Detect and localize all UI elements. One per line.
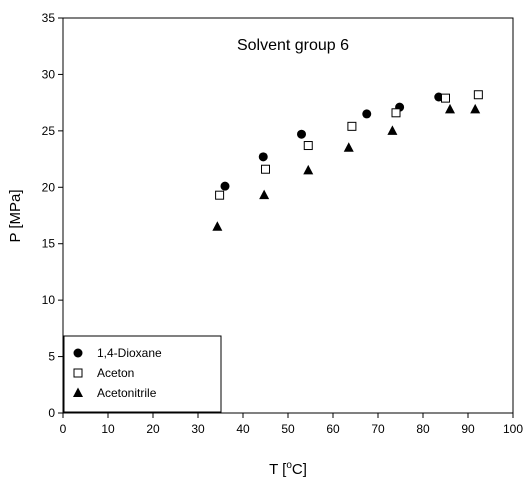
point-series1-6 bbox=[473, 90, 483, 100]
y-tick-label-10: 10 bbox=[42, 293, 56, 307]
x-axis-label: T [oC] bbox=[269, 460, 307, 478]
point-series2-3 bbox=[343, 142, 354, 152]
x-tick-label-100: 100 bbox=[503, 422, 523, 436]
x-tick-label-10: 10 bbox=[101, 422, 115, 436]
chart-title: Solvent group 6 bbox=[237, 37, 349, 54]
x-tick-label-20: 20 bbox=[146, 422, 160, 436]
y-tick-label-25: 25 bbox=[42, 124, 56, 138]
point-series1-5 bbox=[441, 93, 450, 103]
point-series1-2 bbox=[303, 141, 313, 151]
x-tick-label-0: 0 bbox=[60, 422, 67, 436]
legend-label-acetonitrile: Acetonitrile bbox=[97, 386, 157, 400]
x-tick-label-90: 90 bbox=[461, 422, 475, 436]
point-series1-1 bbox=[261, 164, 270, 174]
point-series0-2 bbox=[297, 129, 306, 139]
x-tick-label-80: 80 bbox=[416, 422, 430, 436]
legend-marker-1 bbox=[73, 368, 83, 378]
legend: 1,4-Dioxane Aceton Acetonitrile bbox=[63, 335, 222, 413]
point-series0-0 bbox=[220, 181, 230, 191]
legend-box bbox=[63, 335, 222, 413]
y-tick-label-5: 5 bbox=[48, 350, 55, 364]
y-tick-label-15: 15 bbox=[42, 237, 56, 251]
point-series2-1 bbox=[259, 189, 270, 200]
axis-ticks: 0 10 20 30 40 50 60 70 80 90 100 0 5 10 15 20 25 30 35 bbox=[42, 11, 524, 436]
x-tick-label-30: 30 bbox=[191, 422, 205, 436]
point-series0-1 bbox=[258, 152, 268, 162]
y-tick-label-0: 0 bbox=[48, 406, 55, 420]
point-series1-3 bbox=[347, 121, 357, 131]
legend-label-aceton: Aceton bbox=[97, 366, 134, 380]
y-axis-label: P [MPa] bbox=[7, 189, 24, 242]
point-series2-0 bbox=[212, 221, 223, 231]
point-series2-2 bbox=[303, 164, 314, 175]
data-points bbox=[212, 90, 483, 231]
y-tick-label-35: 35 bbox=[42, 11, 56, 25]
point-series2-4 bbox=[387, 125, 398, 135]
x-tick-label-40: 40 bbox=[236, 422, 250, 436]
x-tick-label-70: 70 bbox=[371, 422, 385, 436]
legend-label-dioxane: 1,4-Dioxane bbox=[97, 346, 162, 360]
x-tick-label-50: 50 bbox=[281, 422, 295, 436]
point-series0-3 bbox=[362, 109, 372, 119]
point-series2-6 bbox=[470, 103, 481, 114]
y-tick-label-20: 20 bbox=[42, 180, 56, 194]
legend-markers bbox=[73, 348, 83, 397]
point-series1-4 bbox=[391, 108, 401, 118]
y-tick-label-30: 30 bbox=[42, 67, 56, 81]
x-tick-label-60: 60 bbox=[326, 422, 340, 436]
legend-marker-0 bbox=[73, 348, 83, 358]
point-series1-0 bbox=[215, 190, 225, 200]
point-series2-5 bbox=[445, 103, 455, 114]
legend-marker-2 bbox=[73, 387, 83, 397]
